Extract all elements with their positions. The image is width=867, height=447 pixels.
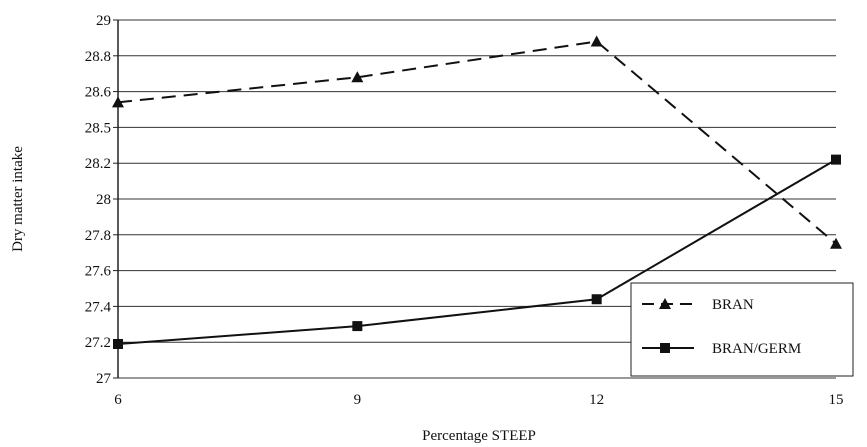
legend-item: BRAN/GERM: [642, 341, 801, 357]
data-point: [113, 338, 123, 349]
y-axis-label: Dry matter intake: [10, 146, 26, 252]
data-point: [831, 154, 841, 165]
x-axis-label: Percentage STEEP: [422, 428, 536, 444]
legend-marker: [660, 343, 670, 353]
data-point: [352, 321, 363, 332]
x-tick-label: 12: [589, 392, 604, 408]
y-tick-labels: 27 27.2 27.4 27.6 27.8 28 28.2 28.5 28.6 28.8 29: [85, 13, 112, 387]
legend-label: BRAN/GERM: [712, 341, 801, 357]
data-point: [590, 35, 603, 47]
legend-marker: [659, 298, 671, 309]
x-tick-labels: 6 9 12 15: [114, 392, 843, 408]
y-tick-label: 28: [96, 192, 111, 208]
y-tick-label: 28.6: [85, 85, 112, 101]
data-point: [351, 71, 364, 83]
series-line: [117, 158, 837, 345]
series-bran: [112, 35, 842, 249]
legend-box: [630, 282, 854, 377]
y-tick-label: 28.8: [85, 49, 111, 65]
series-bran-germ: [113, 154, 841, 349]
data-point: [112, 96, 124, 108]
data-point: [830, 237, 842, 249]
y-tick-label: 27.6: [85, 264, 112, 280]
y-tick-label: 27.4: [85, 299, 112, 315]
y-tick-label: 28.5: [85, 120, 111, 136]
y-tick-label: 29: [96, 13, 111, 29]
legend-item: BRAN: [642, 297, 754, 313]
y-tick-label: 27.2: [85, 335, 111, 351]
legend: BRAN BRAN/GERM: [630, 282, 854, 377]
data-point: [591, 294, 602, 305]
series-group: [112, 35, 842, 349]
y-tick-label: 27.8: [85, 228, 111, 244]
gridlines: [113, 19, 836, 379]
legend-label: BRAN: [712, 297, 754, 313]
x-tick-label: 9: [354, 392, 362, 408]
x-tick-label: 15: [829, 392, 844, 408]
series-line: [117, 40, 837, 245]
x-tick-label: 6: [114, 392, 122, 408]
y-tick-label: 27: [96, 371, 112, 387]
y-tick-label: 28.2: [85, 156, 111, 172]
